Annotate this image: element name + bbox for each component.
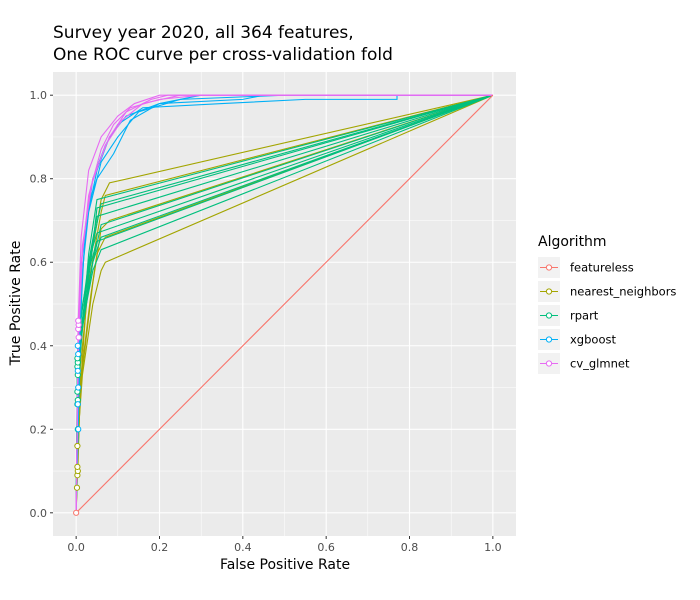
roc-curve-featureless-fold-1 (75, 94, 494, 514)
series-featureless (75, 94, 494, 514)
legend-label-xgboost: xgboost (570, 333, 616, 347)
y-tick-label: 0.2 (30, 423, 48, 436)
x-tick-label: 0.2 (151, 541, 169, 554)
legend-title: Algorithm (538, 234, 607, 250)
x-tick-label: 0.0 (67, 541, 85, 554)
roc-point-nearest_neighbors (73, 484, 81, 491)
roc-point-xgboost (75, 426, 82, 433)
y-tick-label: 0.8 (30, 173, 48, 186)
series-cv_glmnet (75, 94, 493, 513)
roc-point-cv_glmnet (75, 317, 82, 324)
legend-label-cv_glmnet: cv_glmnet (570, 357, 630, 371)
roc-curve-cv_glmnet-fold-4 (75, 94, 493, 513)
legend-key-point (545, 336, 553, 343)
roc-point-nearest_neighbors (74, 442, 81, 450)
roc-point-featureless (73, 509, 80, 516)
legend-key-point (545, 264, 553, 271)
chart-title-line-2: One ROC curve per cross-validation fold (53, 45, 393, 65)
plot-layer: 0.0 0.2 0.4 0.6 0.8 1.0 0.0 0.2 0.4 0.6 0.8 1.0 (30, 72, 516, 554)
legend-key-point (545, 288, 553, 295)
roc-point-nearest_neighbors (74, 463, 81, 470)
roc-point-xgboost (75, 351, 82, 358)
legend-key-point (545, 312, 553, 319)
y-tick-label: 0.4 (30, 340, 48, 353)
y-tick-label: 0.0 (30, 507, 48, 520)
y-axis-title: True Positive Rate (8, 241, 24, 367)
legend-label-nearest_neighbors: nearest_neighbors (570, 285, 676, 299)
legend-label-rpart: rpart (570, 309, 599, 323)
x-tick-label: 0.6 (317, 541, 335, 554)
legend-key-point (545, 360, 553, 367)
x-tick-label: 0.4 (234, 541, 252, 554)
roc-point-xgboost (74, 342, 81, 349)
x-tick-label: 1.0 (484, 541, 502, 554)
x-tick-label: 0.8 (401, 541, 419, 554)
x-axis-title: False Positive Rate (220, 557, 350, 573)
roc-curve-cv_glmnet-fold-3 (75, 94, 493, 513)
chart-title-line-1: Survey year 2020, all 364 features, (53, 23, 354, 43)
y-tick-label: 1.0 (30, 89, 48, 102)
roc-point-xgboost (75, 384, 82, 391)
roc-point-cv_glmnet (75, 334, 82, 341)
roc-point-xgboost (74, 367, 81, 374)
y-tick-label: 0.6 (30, 256, 48, 269)
legend-label-featureless: featureless (570, 261, 634, 275)
roc-point-xgboost (74, 401, 81, 408)
